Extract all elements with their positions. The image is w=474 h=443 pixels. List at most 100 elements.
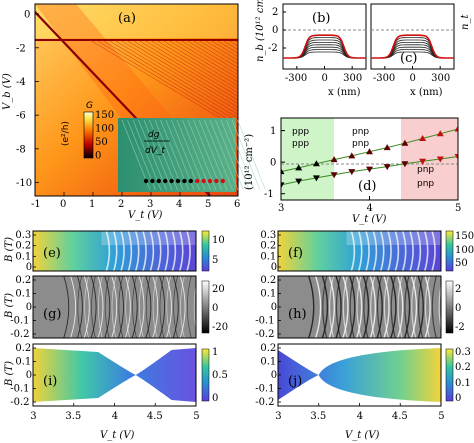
colorbar-tick: 0.1	[455, 378, 471, 389]
colorbar	[445, 348, 454, 402]
panel-label: (j)	[288, 374, 302, 389]
y-tick-label: 0.2	[15, 241, 31, 252]
y-tick-label: 0.2	[260, 275, 276, 286]
x-axis-label: V_t (V)	[128, 210, 163, 221]
panel-g: (g) 20 0 -20 0.2 0.1 0 -0.1 -0.2	[10, 275, 228, 340]
data-point	[401, 139, 409, 146]
inset-label-bottom: dV_t	[145, 146, 165, 156]
data-point	[454, 125, 458, 132]
y-tick-label: -4	[16, 77, 26, 88]
colorbar-tick: 0.2	[455, 362, 471, 373]
data-point	[312, 160, 320, 167]
inset-dot	[182, 178, 187, 184]
colorbar-tick: 0.5	[212, 370, 228, 381]
x-tick-label: 4	[176, 199, 182, 210]
panel-a-colorbar	[83, 111, 94, 159]
panel-label: (i)	[43, 374, 57, 389]
y-tick-label: -0.2	[10, 397, 29, 408]
panel-h: (h) 2 0 -2 0.2 0.1 0 -0.1 -0.2	[255, 275, 465, 340]
panel-b: (b) -300 0 300 2 0 -2 n_b (10¹² cm⁻²) x (nm)	[255, 0, 367, 98]
y-tick-label: -2	[268, 43, 278, 54]
panel-d: ppp ppp pnp pnp pnp pnp (d) 3 4 5 1 0 -1 (10¹…	[244, 117, 461, 225]
inset-dot	[201, 178, 206, 184]
inset-dot	[169, 178, 174, 184]
data-point	[281, 182, 285, 189]
y-tick-label: 0.2	[15, 343, 31, 354]
y-tick-label: 0.1	[260, 289, 276, 300]
y-tick-label: 0.1	[15, 289, 31, 300]
data-point	[419, 158, 427, 165]
colorbar-tick: 2	[455, 284, 461, 295]
y-tick-label: 0.1	[15, 357, 31, 368]
y-tick-label: 0	[272, 25, 278, 36]
data-point	[295, 164, 303, 171]
x-tick-label: 0	[60, 199, 66, 210]
x-tick-label: 3	[30, 411, 36, 422]
density-curve	[371, 34, 454, 59]
y-tick-label: 2	[272, 7, 278, 18]
y-tick-label: 0.3	[260, 230, 276, 241]
colorbar-tick: 0	[212, 393, 218, 404]
y-tick-label: 0	[270, 158, 276, 169]
region-label: pnp	[352, 127, 369, 137]
colorbar	[201, 230, 210, 272]
y-tick-label: -8	[16, 144, 26, 155]
data-point	[436, 130, 444, 137]
shaded-region-ppp	[281, 118, 334, 200]
y-axis-label: B (T)	[4, 361, 15, 387]
x-tick-label: 5	[205, 199, 211, 210]
panel-i: (i) 1 0.5 0 0.2 0.1 0 -0.1 -0.2 3 3.5 4 4.5 5 V_…	[10, 343, 228, 441]
panel-label: (d)	[358, 179, 376, 194]
x-tick-label: 0	[322, 73, 328, 84]
y-axis-label: (10¹² cm⁻²)	[244, 134, 255, 190]
data-point	[295, 178, 303, 185]
y-tick-label: -1	[264, 189, 274, 200]
x-axis-label: V_t (V)	[352, 214, 387, 225]
region-label: ppp	[292, 139, 309, 149]
y-tick-label: -0.2	[255, 329, 274, 340]
panel-label: (g)	[43, 307, 61, 322]
y-tick-label: 0.1	[15, 251, 31, 262]
inset-dot	[220, 178, 225, 184]
data-point	[383, 144, 391, 151]
data-point	[401, 161, 409, 168]
data-point	[454, 153, 458, 160]
colorbar-unit: (e²/h)	[61, 121, 71, 146]
x-tick-label: 3	[147, 199, 153, 210]
data-point	[348, 152, 356, 159]
colorbar-tick: 150	[455, 231, 474, 242]
inset-dot	[214, 178, 219, 184]
colorbar-tick: -20	[212, 322, 228, 333]
colorbar-tick: 50	[455, 258, 468, 269]
inset-dot	[156, 178, 161, 184]
x-axis-label: x (nm)	[328, 87, 361, 98]
data-point	[281, 168, 285, 175]
colorbar-tick: 0.3	[455, 347, 471, 358]
x-tick-label: 300	[343, 73, 362, 84]
inset-dot	[150, 178, 155, 184]
panel-label: (h)	[288, 307, 307, 322]
x-tick-label: 6	[234, 199, 240, 210]
panel-e: (e) 10 5 0.30.20.10	[15, 230, 224, 273]
panel-label: (b)	[312, 11, 330, 26]
y-tick-label: -0.2	[255, 397, 274, 408]
x-tick-label: -300	[373, 73, 395, 84]
inset-dot	[207, 178, 213, 184]
x-tick-label: -300	[285, 73, 307, 84]
inset-label-top: dg	[148, 130, 160, 140]
colorbar-title: G	[86, 101, 93, 111]
inset-dot	[188, 178, 193, 184]
y-tick-label: 0	[26, 302, 32, 313]
data-point	[366, 166, 373, 173]
x-tick-label: 4	[112, 411, 118, 422]
panel-a-inset-dots	[143, 178, 225, 184]
x-tick-label: -1	[31, 199, 41, 210]
data-point	[366, 148, 373, 155]
colorbar-tick: 0	[455, 303, 461, 314]
inset-dot	[163, 178, 168, 184]
colorbar-tick: -2	[455, 322, 465, 333]
colorbar	[445, 230, 454, 272]
y-tick-label: 0.1	[260, 251, 276, 262]
